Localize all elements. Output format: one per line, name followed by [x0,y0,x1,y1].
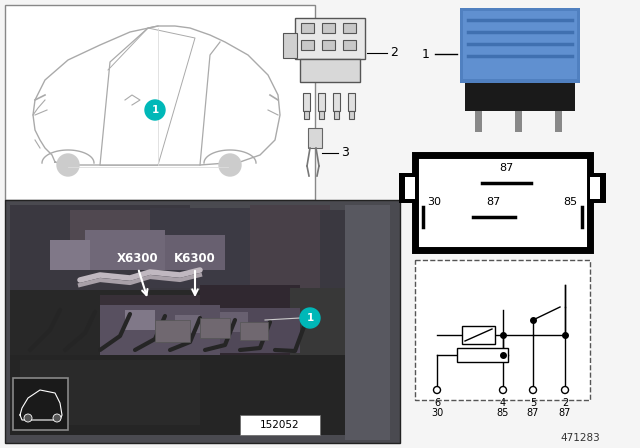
Circle shape [145,100,165,120]
Text: X6300: X6300 [117,251,159,264]
Circle shape [219,154,241,176]
Circle shape [300,308,320,328]
Bar [250,205,330,305]
Circle shape [529,387,536,393]
Bar [150,208,270,288]
Bar [349,111,354,119]
Bar [50,240,90,270]
Bar [457,348,508,362]
Text: 3: 3 [341,146,349,159]
Bar [415,155,590,250]
Bar [5,5,315,200]
Bar [283,33,297,58]
Bar [515,112,522,132]
Text: 87: 87 [559,408,571,418]
Bar [20,360,200,425]
Text: 471283: 471283 [560,433,600,443]
Bar [345,205,390,440]
Text: 6: 6 [434,398,440,408]
Bar [463,11,577,79]
Bar [320,210,390,295]
Text: 1: 1 [422,47,430,60]
Bar [590,177,600,199]
Bar [465,83,575,112]
Bar [240,322,268,340]
Text: 30: 30 [427,197,441,207]
Bar [13,378,68,430]
Bar [348,93,355,111]
Circle shape [561,387,568,393]
Text: 87: 87 [486,197,501,207]
Bar [334,111,339,119]
Bar [220,308,300,353]
Bar [300,59,360,82]
Bar [220,312,248,332]
Bar [462,326,495,344]
Bar [343,40,356,50]
Bar [301,40,314,50]
Bar [475,112,482,132]
Bar [295,18,365,59]
Bar [240,415,320,435]
Circle shape [499,387,506,393]
Text: 1: 1 [307,313,314,323]
Bar [155,320,190,342]
Bar [318,93,325,111]
Bar [555,112,562,132]
Text: 87: 87 [499,163,513,173]
Bar [85,230,165,270]
Text: 5: 5 [530,398,536,408]
Bar [319,111,324,119]
Text: K6300: K6300 [174,251,216,264]
Bar [301,23,314,33]
Bar [303,93,310,111]
Bar [304,111,309,119]
Circle shape [53,414,61,422]
Bar [333,93,340,111]
Bar [10,205,190,295]
Bar [405,177,415,199]
Bar [125,310,155,330]
Bar [322,23,335,33]
Circle shape [24,414,32,422]
Bar [322,40,335,50]
Bar [5,200,400,443]
Bar [290,288,370,368]
Text: 85: 85 [563,197,577,207]
Bar [590,173,606,203]
Text: 85: 85 [497,408,509,418]
Circle shape [57,154,79,176]
Text: 30: 30 [431,408,443,418]
Bar [399,173,415,203]
Bar [415,260,590,400]
Bar [200,318,230,338]
Bar [10,355,390,435]
Bar [308,128,322,148]
Bar [200,285,300,375]
Text: 2: 2 [390,47,398,60]
Text: 1: 1 [152,105,159,115]
Text: 2: 2 [562,398,568,408]
Bar [70,210,170,270]
Circle shape [433,387,440,393]
Bar [175,315,200,333]
Bar [100,295,250,355]
Bar [343,23,356,33]
Bar [165,235,225,270]
Text: 4: 4 [500,398,506,408]
Text: 152052: 152052 [260,420,300,430]
Bar [100,305,220,355]
Bar [460,8,580,83]
Text: 87: 87 [527,408,539,418]
Bar [10,290,290,370]
